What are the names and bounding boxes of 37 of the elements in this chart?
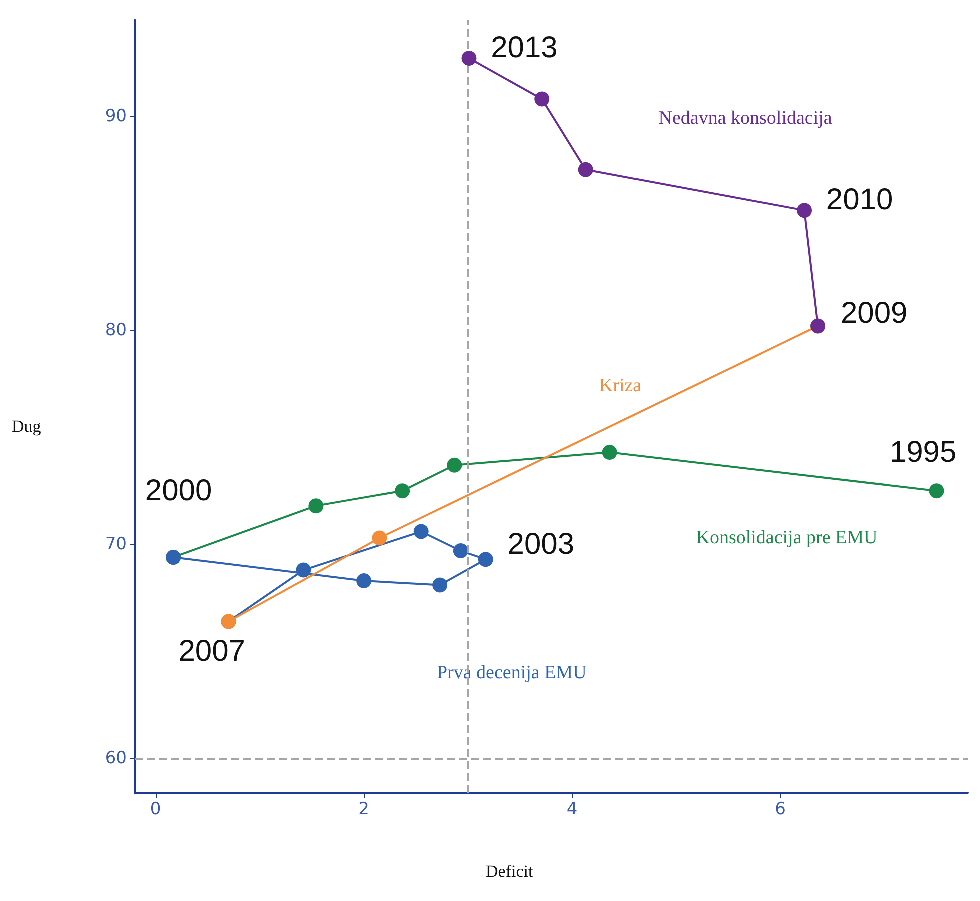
y-axis-title: Dug	[12, 417, 42, 436]
point	[602, 445, 618, 460]
series-label: Kriza	[599, 376, 642, 397]
point	[453, 544, 468, 559]
x-tick-label: 0	[150, 800, 162, 820]
point	[797, 203, 812, 218]
annotation: 2010	[826, 183, 894, 216]
annotation: 2003	[508, 528, 575, 562]
annotation: 2007	[178, 635, 246, 668]
point	[432, 578, 448, 593]
point	[447, 458, 462, 473]
y-tick-label: 90	[105, 106, 127, 126]
x-tick-label: 6	[775, 800, 786, 820]
x-tick-label: 4	[566, 800, 578, 820]
annotation: 1995	[890, 436, 957, 470]
y-tick-label: 60	[105, 748, 127, 769]
x-tick-label: 2	[358, 800, 370, 820]
point	[296, 562, 312, 578]
point	[372, 530, 388, 546]
point	[478, 552, 494, 568]
point	[395, 484, 410, 499]
point	[462, 51, 477, 66]
point	[356, 574, 372, 589]
y-tick-label: 80	[105, 320, 127, 340]
text: Prva decenija EMU	[436, 662, 588, 684]
point	[929, 484, 944, 499]
y-tick-label: 70	[105, 534, 127, 555]
annotation: 2013	[491, 31, 558, 64]
text: Nedavna konsolidacija	[658, 108, 833, 129]
annotation: 2000	[145, 474, 212, 508]
x-axis-title: Deficit	[486, 862, 534, 881]
point	[534, 92, 550, 107]
point	[578, 162, 594, 178]
point	[308, 498, 324, 514]
text: Konsolidacija pre EMU	[696, 528, 878, 549]
point	[414, 524, 429, 540]
annotation: 2009	[840, 296, 908, 330]
